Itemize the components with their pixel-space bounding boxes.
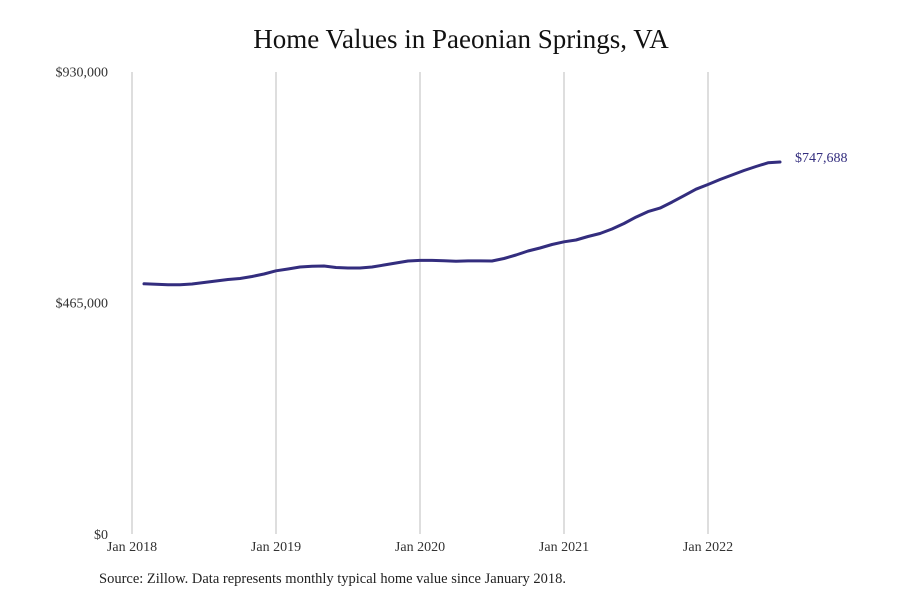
y-tick-label: $930,000 <box>56 65 109 80</box>
y-axis: $0 $465,000 $930,000 <box>56 65 109 543</box>
y-tick-label: $465,000 <box>56 297 109 312</box>
end-value-label: $747,688 <box>795 151 848 166</box>
x-tick-label: Jan 2019 <box>251 540 301 555</box>
series-line <box>142 160 782 287</box>
gridlines <box>131 72 709 534</box>
x-tick-label: Jan 2020 <box>395 540 445 555</box>
x-tick-label: Jan 2018 <box>107 540 157 555</box>
source-note: Source: Zillow. Data represents monthly … <box>99 571 566 587</box>
data-points <box>143 161 781 285</box>
chart-title: Home Values in Paeonian Springs, VA <box>253 24 669 54</box>
y-tick-label: $0 <box>94 528 108 543</box>
x-tick-label: Jan 2021 <box>539 540 589 555</box>
x-axis: Jan 2018 Jan 2019 Jan 2020 Jan 2021 Jan 2022 <box>107 540 733 555</box>
x-tick-label: Jan 2022 <box>683 540 733 555</box>
